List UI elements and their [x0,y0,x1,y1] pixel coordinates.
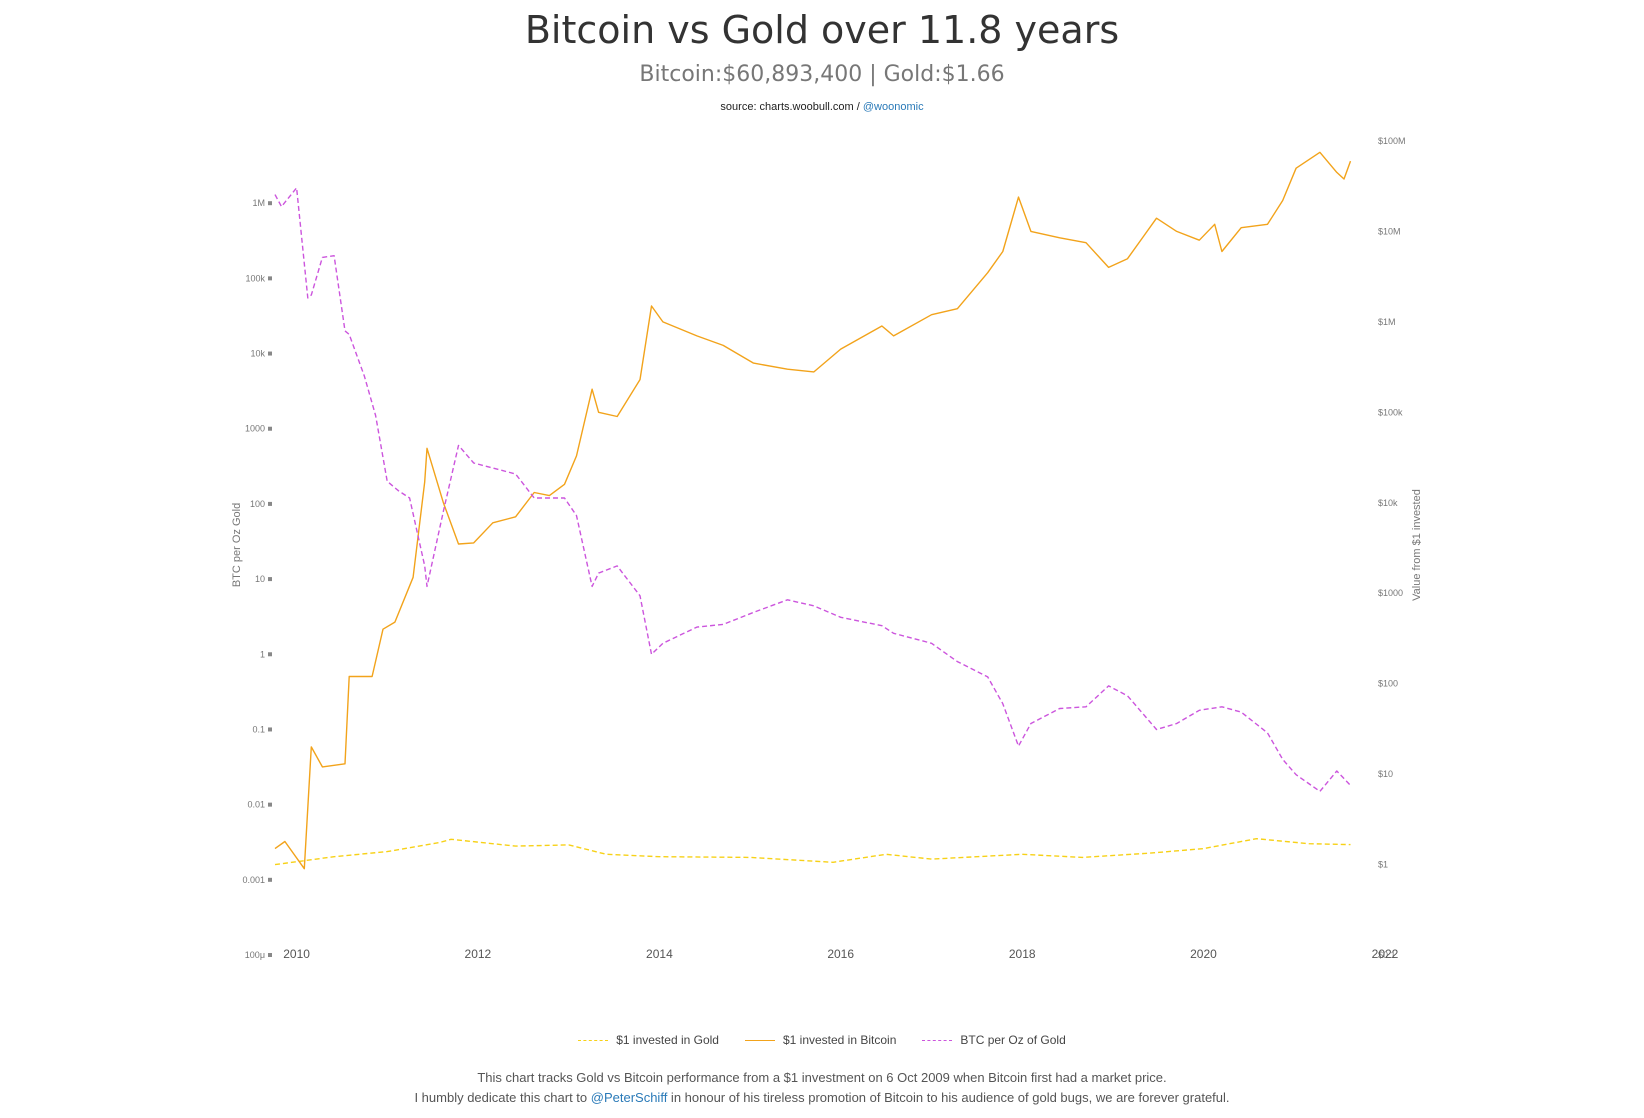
left-tick-label: 10k [250,349,265,359]
left-tick-label: 0.1 [252,724,265,734]
left-tick-label: 100k [245,273,265,283]
series-layer [274,151,1352,870]
source-line: source: charts.woobull.com / @woonomic [0,101,1644,113]
left-tick-label: 100μ [245,950,265,960]
left-tick-mark [268,201,272,206]
left-tick-mark [268,577,272,582]
chart-subtitle: Bitcoin:$60,893,400 | Gold:$1.66 [639,62,1005,87]
right-tick-label: $100 [1378,679,1398,689]
series-line-1 [274,151,1352,870]
x-tick-label: 2018 [1009,947,1036,961]
right-tick-label: $1 [1378,860,1388,870]
left-tick-label: 0.01 [247,800,265,810]
left-tick-mark [268,276,272,281]
source-link[interactable]: @woonomic [862,101,924,113]
series-line-2 [274,187,1352,793]
right-tick-label: $10k [1378,498,1398,508]
source-prefix: source: charts.woobull.com / [720,101,863,113]
x-axis-ticks: 2010 2012 2014 2016 2018 2020 2022 [283,947,1398,961]
left-tick-mark [268,426,272,431]
right-tick-label: $0.1 [1378,950,1396,960]
right-tick-label: $1000 [1378,588,1403,598]
left-tick-label: 1000 [245,424,265,434]
left-tick-mark [268,802,272,807]
left-tick-mark [268,501,272,506]
chart-title: Bitcoin vs Gold over 11.8 years [524,8,1120,52]
footer-line-2-suffix: in honour of his tireless promotion of B… [667,1090,1230,1105]
left-tick-mark [268,351,272,356]
legend-item-gold[interactable]: $1 invested in Gold [578,1033,719,1047]
right-tick-label: $10 [1378,769,1393,779]
peterschiff-link[interactable]: @PeterSchiff [590,1090,668,1105]
legend-item-bitcoin[interactable]: $1 invested in Bitcoin [744,1033,897,1047]
left-axis-label: BTC per Oz Gold [231,503,243,587]
left-tick-label: 1 [260,649,265,659]
footer-line-2-prefix: I humbly dedicate this chart to [414,1090,591,1105]
legend-swatch-btc-per-oz [922,1039,953,1041]
legend-item-btc-per-oz[interactable]: BTC per Oz of Gold [922,1033,1066,1047]
left-axis-ticks: 100μ 0.001 0.01 0.1 1 10 100 1000 10k 100k 1M [242,198,272,960]
x-tick-label: 2012 [465,947,492,961]
right-tick-label: $1M [1378,317,1396,327]
left-tick-label: 1M [252,198,265,208]
right-axis-label: Value from $1 invested [1411,489,1423,601]
x-tick-label: 2010 [283,947,310,961]
x-tick-label: 2014 [646,947,673,961]
left-tick-mark [268,727,272,732]
footer-line-2: I humbly dedicate this chart to @PeterSc… [0,1090,1644,1105]
left-tick-label: 100 [250,499,265,509]
series-line-0 [274,838,1351,866]
right-tick-label: $100k [1378,407,1403,417]
right-axis-ticks: $0.1 $1 $10 $100 $1000 $10k $100k $1M $10M $100M [1378,136,1406,960]
legend-swatch-gold [578,1039,609,1041]
legend-label-bitcoin: $1 invested in Bitcoin [782,1033,897,1047]
right-tick-label: $100M [1378,136,1406,146]
legend-swatch-bitcoin [744,1039,775,1041]
right-tick-label: $10M [1378,226,1401,236]
x-tick-label: 2016 [827,947,854,961]
legend: $1 invested in Gold $1 invested in Bitco… [0,1033,1644,1047]
x-tick-label: 2020 [1190,947,1217,961]
left-tick-mark [268,877,272,882]
x-tick-label: 2022 [1372,947,1399,961]
left-tick-label: 10 [255,574,265,584]
legend-label-btc-per-oz: BTC per Oz of Gold [960,1033,1066,1047]
footer-line-1: This chart tracks Gold vs Bitcoin perfor… [477,1070,1167,1085]
legend-label-gold: $1 invested in Gold [616,1033,719,1047]
left-tick-label: 0.001 [242,875,265,885]
left-tick-mark [268,953,272,957]
left-tick-mark [268,652,272,657]
